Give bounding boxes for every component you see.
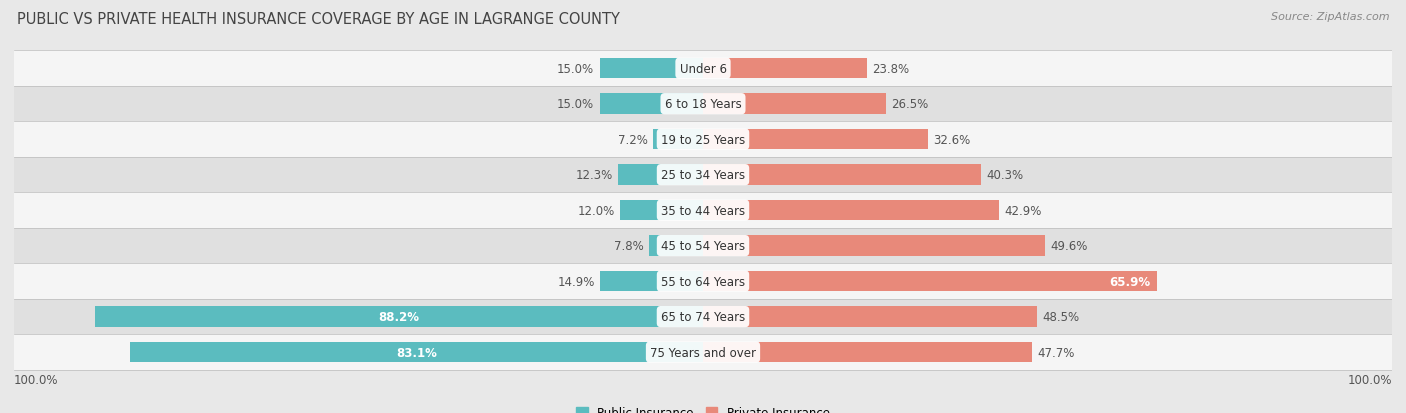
Bar <box>599 59 703 79</box>
Bar <box>131 342 703 363</box>
Text: 42.9%: 42.9% <box>1004 204 1042 217</box>
Text: 23.8%: 23.8% <box>873 62 910 76</box>
Text: 12.0%: 12.0% <box>578 204 614 217</box>
Bar <box>14 299 1392 335</box>
Bar <box>703 165 980 185</box>
Bar <box>703 342 1032 363</box>
Text: 100.0%: 100.0% <box>1347 373 1392 387</box>
Bar <box>14 264 1392 299</box>
Bar <box>599 94 703 115</box>
Text: 45 to 54 Years: 45 to 54 Years <box>661 240 745 252</box>
Bar <box>703 236 1045 256</box>
Text: Under 6: Under 6 <box>679 62 727 76</box>
Text: 75 Years and over: 75 Years and over <box>650 346 756 359</box>
Bar <box>703 306 1038 327</box>
Text: 47.7%: 47.7% <box>1038 346 1074 359</box>
Text: 7.8%: 7.8% <box>614 240 644 252</box>
Text: 100.0%: 100.0% <box>14 373 59 387</box>
Bar <box>650 236 703 256</box>
Text: 40.3%: 40.3% <box>986 169 1024 182</box>
Bar <box>703 200 998 221</box>
Bar <box>14 51 1392 87</box>
Bar <box>14 228 1392 264</box>
Bar <box>703 94 886 115</box>
Text: 65 to 74 Years: 65 to 74 Years <box>661 310 745 323</box>
Text: 48.5%: 48.5% <box>1043 310 1080 323</box>
Bar <box>703 59 868 79</box>
Legend: Public Insurance, Private Insurance: Public Insurance, Private Insurance <box>571 401 835 413</box>
Bar <box>600 271 703 292</box>
Text: 55 to 64 Years: 55 to 64 Years <box>661 275 745 288</box>
Text: 35 to 44 Years: 35 to 44 Years <box>661 204 745 217</box>
Text: 19 to 25 Years: 19 to 25 Years <box>661 133 745 146</box>
Text: 83.1%: 83.1% <box>396 346 437 359</box>
Text: 12.3%: 12.3% <box>575 169 613 182</box>
Text: 15.0%: 15.0% <box>557 98 595 111</box>
Bar <box>14 122 1392 157</box>
Text: Source: ZipAtlas.com: Source: ZipAtlas.com <box>1271 12 1389 22</box>
Bar <box>703 271 1157 292</box>
Bar <box>620 200 703 221</box>
Bar <box>703 130 928 150</box>
Bar <box>14 335 1392 370</box>
Text: 65.9%: 65.9% <box>1109 275 1150 288</box>
Text: 6 to 18 Years: 6 to 18 Years <box>665 98 741 111</box>
Bar <box>14 193 1392 228</box>
Text: 88.2%: 88.2% <box>378 310 419 323</box>
Text: 49.6%: 49.6% <box>1050 240 1088 252</box>
Bar <box>14 87 1392 122</box>
Text: 14.9%: 14.9% <box>557 275 595 288</box>
Text: 25 to 34 Years: 25 to 34 Years <box>661 169 745 182</box>
Text: 15.0%: 15.0% <box>557 62 595 76</box>
Bar <box>14 157 1392 193</box>
Text: PUBLIC VS PRIVATE HEALTH INSURANCE COVERAGE BY AGE IN LAGRANGE COUNTY: PUBLIC VS PRIVATE HEALTH INSURANCE COVER… <box>17 12 620 27</box>
Text: 32.6%: 32.6% <box>934 133 970 146</box>
Bar <box>654 130 703 150</box>
Text: 7.2%: 7.2% <box>619 133 648 146</box>
Bar <box>96 306 703 327</box>
Bar <box>619 165 703 185</box>
Text: 26.5%: 26.5% <box>891 98 928 111</box>
